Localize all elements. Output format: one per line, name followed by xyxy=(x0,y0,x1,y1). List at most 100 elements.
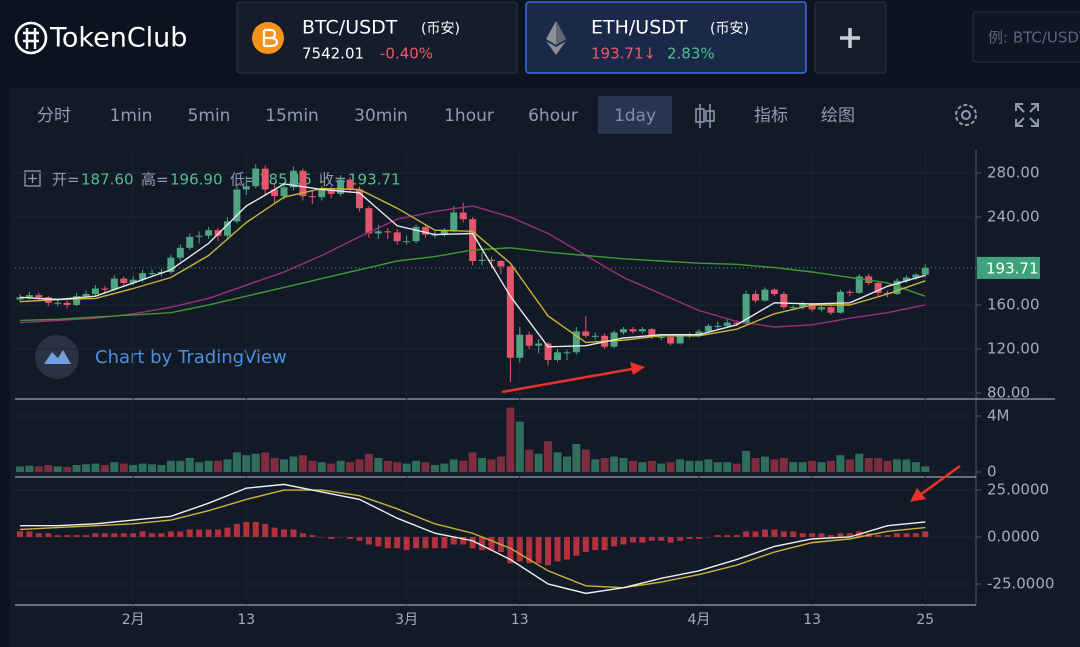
volume-bar xyxy=(129,464,138,472)
interval-button[interactable]: 1day xyxy=(614,106,656,126)
macd-histogram-bar xyxy=(695,536,702,539)
legend-value: 196.90 xyxy=(170,171,223,189)
volume-bar xyxy=(119,463,128,472)
search-placeholder: 例: BTC/USDT xyxy=(988,29,1080,47)
macd-histogram-bar xyxy=(469,536,476,549)
tool-button[interactable]: 绘图 xyxy=(821,106,855,126)
macd-histogram-bar xyxy=(790,531,797,537)
volume-bar xyxy=(16,466,24,472)
candle-body xyxy=(497,260,505,267)
volume-bar xyxy=(864,457,873,472)
add-button[interactable] xyxy=(814,1,887,74)
volume-bar xyxy=(713,462,722,472)
ticker-price: 7542.01 xyxy=(302,45,364,63)
candle-body xyxy=(535,343,543,346)
candle-body xyxy=(101,288,109,290)
macd-histogram-bar xyxy=(743,531,750,537)
candle-body xyxy=(337,179,345,194)
volume-bar xyxy=(459,460,468,472)
settings-icon[interactable] xyxy=(955,104,977,126)
interval-button[interactable]: 1min xyxy=(110,106,153,126)
volume-bar xyxy=(232,452,241,472)
volume-bar xyxy=(676,459,685,472)
annotation-arrow xyxy=(501,362,645,394)
macd-histogram-bar xyxy=(403,536,410,551)
ticker-card[interactable]: BTC/USDT (币安) 7542.01 -0.40% xyxy=(236,1,518,74)
legend-icon[interactable] xyxy=(24,170,41,187)
candle-body xyxy=(346,179,354,190)
x-tick-label: 2月 xyxy=(122,612,145,628)
macd-histogram-bar xyxy=(347,536,354,539)
candle-body xyxy=(780,293,788,308)
fullscreen-icon[interactable] xyxy=(1015,103,1039,127)
volume-bar xyxy=(534,453,543,472)
macd-line xyxy=(19,489,926,589)
chart-panel xyxy=(10,88,1080,647)
macd-histogram-bar xyxy=(733,535,740,537)
search-box[interactable]: 例: BTC/USDT xyxy=(972,11,1080,63)
x-tick-label: 13 xyxy=(803,612,821,628)
candle-body xyxy=(752,293,760,301)
volume-bar xyxy=(921,466,930,472)
volume-bar xyxy=(166,460,175,472)
candle-body xyxy=(252,168,260,187)
macd-histogram-bar xyxy=(724,535,731,537)
candle-body xyxy=(808,303,816,310)
macd-histogram-bar xyxy=(658,536,665,541)
interval-button[interactable]: 6hour xyxy=(528,106,578,126)
candle-body xyxy=(827,307,835,313)
legend-label: 高= xyxy=(141,171,169,189)
volume-bar xyxy=(25,465,34,472)
volume-bar xyxy=(751,457,760,472)
x-tick-label: 13 xyxy=(237,612,255,628)
macd-histogram-bar xyxy=(299,533,306,537)
macd-histogram-bar xyxy=(818,533,825,537)
volume-bar xyxy=(468,452,477,472)
macd-histogram-bar xyxy=(375,536,382,547)
ticker-card[interactable]: ETH/USDT (币安) 193.71↓ 2.83% xyxy=(525,1,807,74)
interval-button[interactable]: 分时 xyxy=(37,106,71,126)
y-tick-label: 240.00 xyxy=(987,207,1040,225)
watermark-logo xyxy=(35,335,79,379)
volume-bar xyxy=(53,466,62,472)
interval-button[interactable]: 1hour xyxy=(444,106,494,126)
macd-histogram-bar xyxy=(827,535,834,537)
candle-body xyxy=(846,291,854,293)
moving-average-line xyxy=(19,205,926,328)
candle-body xyxy=(723,322,731,326)
macd-histogram-bar xyxy=(394,536,401,549)
interval-button[interactable]: 15min xyxy=(265,106,319,126)
volume-bar xyxy=(798,462,807,472)
macd-histogram-bar xyxy=(479,536,486,551)
volume-bar xyxy=(270,457,279,472)
candle-body xyxy=(63,302,71,305)
candle-body xyxy=(921,267,929,275)
candle-body xyxy=(704,325,712,332)
volume-bar xyxy=(440,463,449,472)
candle-body xyxy=(91,288,99,294)
volume-bar xyxy=(685,460,694,472)
macd-histogram-bar xyxy=(26,531,33,537)
macd-histogram-bar xyxy=(120,533,127,537)
macd-histogram-bar xyxy=(620,536,627,545)
candle-body xyxy=(54,302,62,304)
interval-button[interactable]: 5min xyxy=(188,106,231,126)
macd-histogram-bar xyxy=(893,533,900,537)
macd-histogram-bar xyxy=(318,536,325,538)
candle-body xyxy=(874,282,882,293)
macd-histogram-bar xyxy=(705,536,712,538)
macd-histogram-bar xyxy=(271,527,278,537)
chart-style-icon[interactable] xyxy=(695,104,715,128)
macd-histogram-bar xyxy=(384,536,391,549)
macd-histogram-bar xyxy=(337,536,344,538)
tool-button[interactable]: 指标 xyxy=(754,106,788,126)
interval-button[interactable]: 30min xyxy=(354,106,408,126)
volume-bar xyxy=(185,457,194,472)
macd-histogram-bar xyxy=(922,531,929,537)
candle-body xyxy=(714,325,722,327)
logo[interactable]: TokenClub xyxy=(14,21,187,55)
volume-bar xyxy=(732,463,741,472)
candle-body xyxy=(516,334,524,358)
volume-bar xyxy=(874,457,883,472)
candle-body xyxy=(233,189,241,222)
